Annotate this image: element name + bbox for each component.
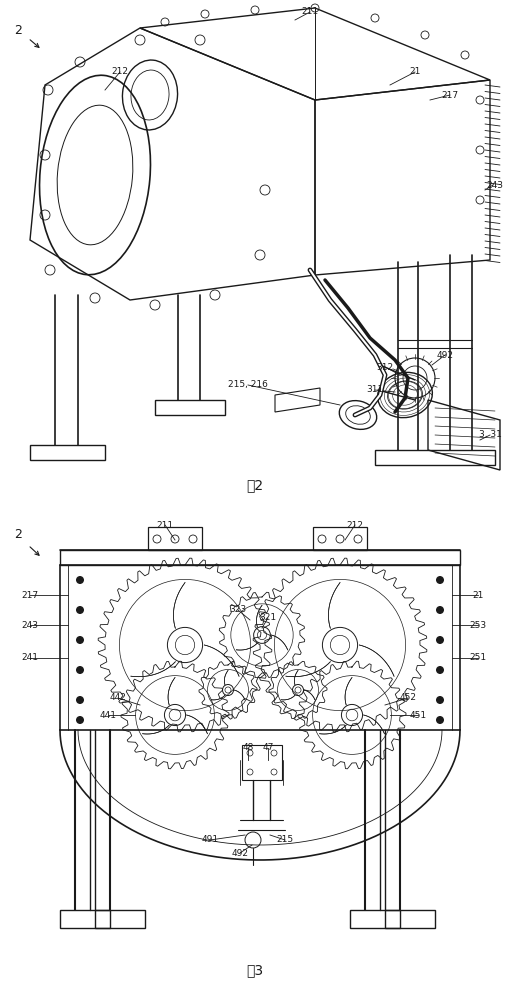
Text: 311: 311	[366, 385, 384, 394]
Text: 图3: 图3	[246, 963, 264, 977]
Text: 215: 215	[276, 836, 294, 844]
Circle shape	[436, 606, 444, 614]
Text: 215, 216: 215, 216	[228, 380, 268, 389]
Text: 21: 21	[472, 590, 484, 599]
Text: 212: 212	[347, 520, 363, 530]
Text: 2: 2	[14, 23, 22, 36]
Text: 3, 31: 3, 31	[478, 430, 501, 440]
Text: 491: 491	[202, 836, 218, 844]
Text: 441: 441	[99, 710, 117, 720]
Text: 21: 21	[409, 68, 420, 77]
Circle shape	[76, 666, 84, 674]
Text: 492: 492	[232, 848, 248, 857]
Text: 323: 323	[230, 605, 246, 614]
Text: 451: 451	[409, 710, 427, 720]
Text: 212: 212	[111, 68, 128, 77]
Text: 251: 251	[469, 654, 487, 662]
Circle shape	[436, 716, 444, 724]
Text: 243: 243	[487, 180, 503, 190]
Text: 241: 241	[21, 654, 39, 662]
Circle shape	[76, 696, 84, 704]
Circle shape	[436, 636, 444, 644]
Text: 243: 243	[21, 620, 39, 630]
Circle shape	[76, 716, 84, 724]
Text: 图2: 图2	[246, 478, 264, 492]
Text: 452: 452	[400, 694, 416, 702]
Text: 492: 492	[437, 351, 454, 360]
Text: 2: 2	[14, 528, 22, 542]
Circle shape	[76, 576, 84, 584]
Text: 442: 442	[109, 694, 126, 702]
Circle shape	[76, 636, 84, 644]
Text: 321: 321	[260, 613, 276, 622]
Circle shape	[76, 606, 84, 614]
Circle shape	[436, 696, 444, 704]
Text: 253: 253	[469, 620, 487, 630]
Text: 217: 217	[441, 91, 459, 100]
Circle shape	[436, 666, 444, 674]
Text: 48: 48	[242, 744, 253, 752]
Text: 312: 312	[377, 362, 393, 371]
Text: 211: 211	[301, 7, 319, 16]
Text: 47: 47	[262, 744, 274, 752]
Circle shape	[436, 576, 444, 584]
Text: 211: 211	[156, 520, 174, 530]
Text: 217: 217	[21, 590, 39, 599]
